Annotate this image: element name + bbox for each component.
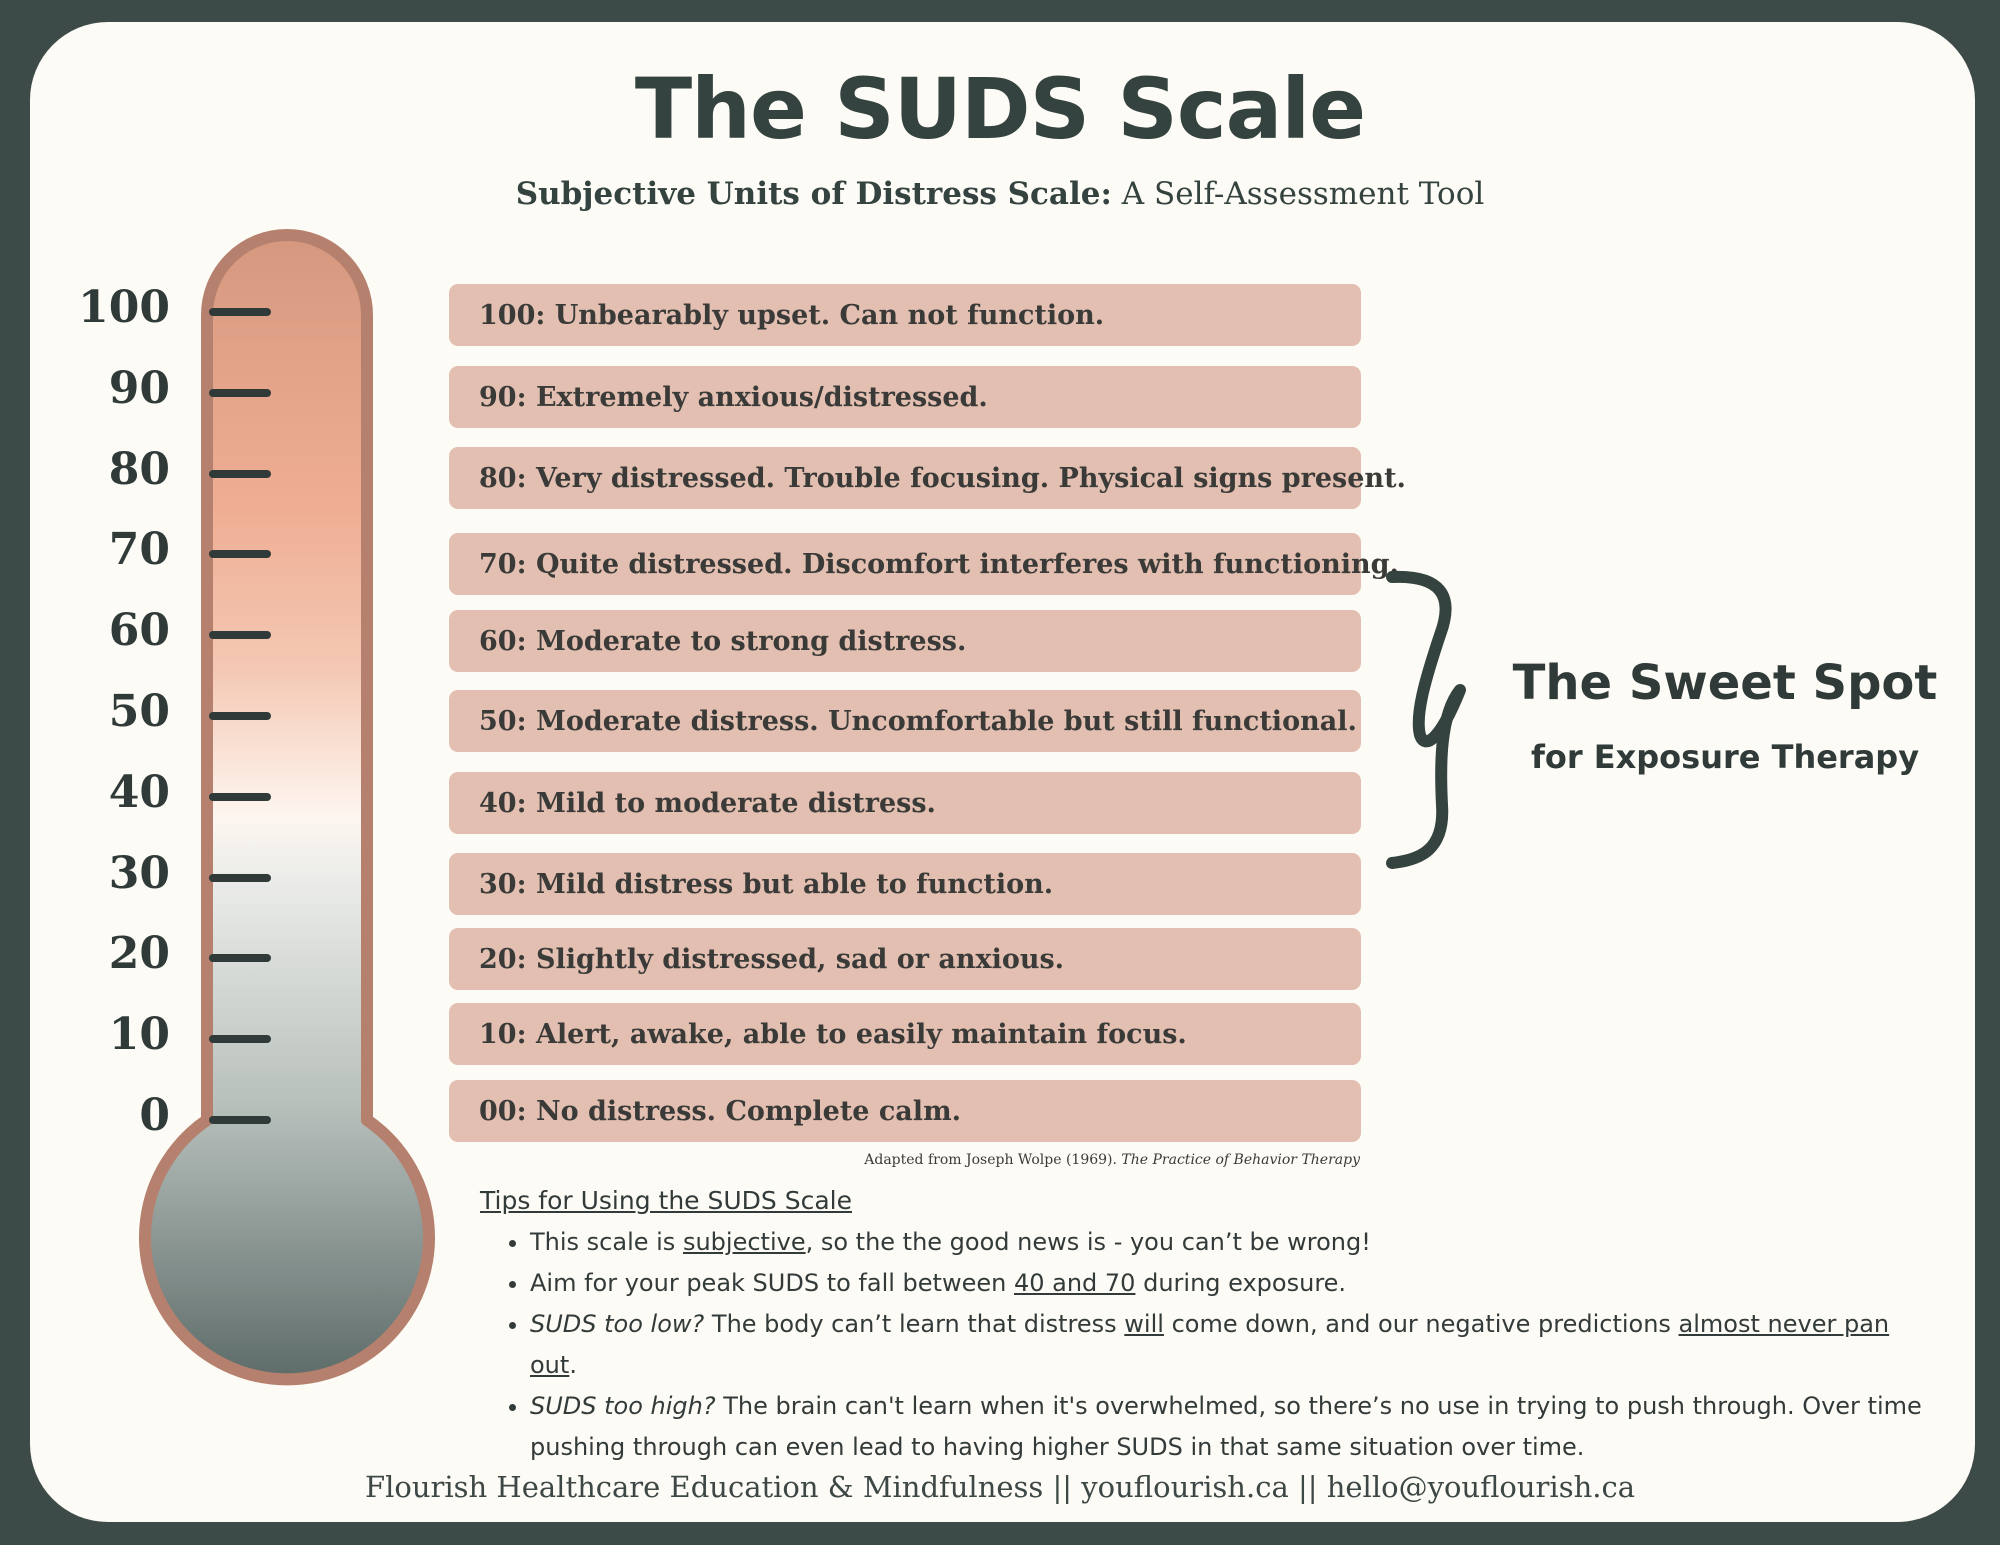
tip-italic: SUDS too low?: [530, 1310, 705, 1338]
attribution-text: Adapted from Joseph Wolpe (1969).: [864, 1152, 1122, 1168]
level-row: 80: Very distressed. Trouble focusing. P…: [449, 447, 1406, 509]
level-row: 60: Moderate to strong distress.: [449, 610, 1361, 672]
tip-text: The brain can't learn when it's overwhel…: [530, 1392, 1922, 1461]
subtitle-bold: Subjective Units of Distress Scale:: [515, 176, 1112, 212]
tip-text: The body can’t learn that distress: [704, 1310, 1125, 1338]
page-subtitle: Subjective Units of Distress Scale: A Se…: [0, 176, 2000, 212]
tip-item: SUDS too high? The brain can't learn whe…: [530, 1386, 1930, 1468]
tip-text: This scale is: [530, 1228, 683, 1256]
tip-underline: almost never pan out: [530, 1310, 1890, 1379]
tick-label: 20: [108, 928, 170, 979]
level-row: 30: Mild distress but able to function.: [449, 853, 1361, 915]
sweet-spot-subtitle: for Exposure Therapy: [1530, 738, 1920, 776]
tip-text: Aim for your peak SUDS to fall between: [530, 1269, 1014, 1297]
tick-label: 10: [108, 1009, 170, 1060]
tick-label: 0: [139, 1090, 170, 1141]
tick-label: 100: [78, 282, 170, 333]
level-row: 90: Extremely anxious/distressed.: [449, 366, 1361, 428]
level-row: 100: Unbearably upset. Can not function.: [449, 284, 1361, 346]
tick-label: 30: [108, 848, 170, 899]
attribution-book: The Practice of Behavior Therapy: [1121, 1152, 1360, 1168]
level-row: 20: Slightly distressed, sad or anxious.: [449, 928, 1361, 990]
tips-list: This scale is subjective, so the the goo…: [480, 1222, 1930, 1468]
tip-underline: 40 and 70: [1013, 1269, 1136, 1297]
page-title: The SUDS Scale: [634, 60, 1366, 158]
level-row: 10: Alert, awake, able to easily maintai…: [449, 1003, 1361, 1065]
tip-text: , so the the good news is - you can’t be…: [805, 1228, 1371, 1256]
tick-label: 50: [108, 686, 170, 737]
tip-text: .: [569, 1351, 577, 1379]
level-row: 50: Moderate distress. Uncomfortable but…: [449, 690, 1361, 752]
tip-text: during exposure.: [1135, 1269, 1347, 1297]
level-row: 70: Quite distressed. Discomfort interfe…: [449, 533, 1399, 595]
level-row: 40: Mild to moderate distress.: [449, 772, 1361, 834]
tip-italic: SUDS too high?: [530, 1392, 716, 1420]
level-row: 00: No distress. Complete calm.: [449, 1080, 1361, 1142]
tip-text: come down, and our negative predictions: [1163, 1310, 1679, 1338]
tips-heading: Tips for Using the SUDS Scale: [480, 1186, 853, 1215]
tick-label: 80: [108, 444, 170, 495]
tick-label: 70: [108, 524, 170, 575]
tick-label: 90: [108, 363, 170, 414]
thermometer-graphic: [139, 229, 435, 1386]
subtitle-rest: A Self-Assessment Tool: [1111, 176, 1485, 212]
tick-label: 60: [108, 605, 170, 656]
sweet-spot-brace: [1386, 570, 1466, 869]
sweet-spot-title: The Sweet Spot: [1512, 655, 1938, 711]
tip-underline: will: [1124, 1310, 1164, 1338]
thermometer-body: [139, 229, 435, 1386]
attribution: Adapted from Joseph Wolpe (1969). The Pr…: [700, 1152, 1360, 1168]
tick-marks: [209, 308, 271, 1124]
footer: Flourish Healthcare Education & Mindfuln…: [364, 1470, 1636, 1504]
tick-label: 40: [108, 767, 170, 818]
tip-underline: subjective: [682, 1228, 806, 1256]
thermometer: 100 90 80 70 60 50 40 30 20 10 0: [0, 0, 460, 1400]
tip-item: SUDS too low? The body can’t learn that …: [530, 1304, 1930, 1386]
tip-item: Aim for your peak SUDS to fall between 4…: [530, 1263, 1930, 1304]
tip-item: This scale is subjective, so the the goo…: [530, 1222, 1930, 1263]
